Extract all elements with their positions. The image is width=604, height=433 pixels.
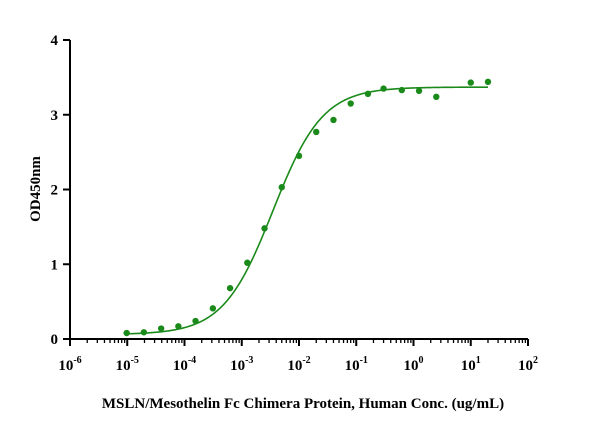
x-tick-label: 10-4 <box>173 355 196 374</box>
x-tick-label: 102 <box>518 355 538 374</box>
x-tick-label: 10-5 <box>116 355 139 374</box>
x-tick-label: 100 <box>404 355 424 374</box>
data-point <box>330 116 337 124</box>
data-point <box>467 79 474 86</box>
data-point <box>380 85 387 92</box>
x-axis: 10-6 10-5 10-4 10-3 10-2 10-1 100 101 102 <box>58 338 538 374</box>
y-axis-title: OD450nm <box>28 156 44 222</box>
data-point <box>484 78 492 86</box>
data-point <box>278 184 285 191</box>
data-point <box>226 284 234 292</box>
data-point <box>347 100 354 107</box>
y-tick-label: 3 <box>51 108 59 124</box>
data-point <box>209 305 217 312</box>
data-point <box>192 317 199 325</box>
data-point <box>364 90 372 98</box>
data-point <box>244 259 251 266</box>
x-tick-label: 10-1 <box>345 355 368 374</box>
data-points-layer <box>123 78 492 337</box>
data-point <box>175 323 182 330</box>
data-point <box>140 329 148 336</box>
fit-curve <box>126 86 488 335</box>
data-point <box>398 86 406 94</box>
y-tick-label: 4 <box>51 33 59 49</box>
fit-curve-layer <box>126 86 488 335</box>
data-point <box>433 93 440 101</box>
x-tick-label: 10-3 <box>230 355 253 374</box>
y-tick-label: 0 <box>51 332 59 348</box>
data-point <box>295 152 303 160</box>
x-tick-label: 10-2 <box>287 355 310 374</box>
y-axis: 0 1 2 3 4 <box>51 33 71 348</box>
x-tick-label: 10-6 <box>58 355 81 374</box>
data-point <box>313 128 320 136</box>
data-point <box>157 325 165 332</box>
data-point <box>261 225 268 232</box>
y-tick-label: 2 <box>51 183 59 199</box>
data-point <box>123 329 130 337</box>
x-axis-title: MSLN/Mesothelin Fc Chimera Protein, Huma… <box>102 396 504 412</box>
data-point <box>415 87 423 95</box>
y-tick-label: 1 <box>51 257 59 273</box>
x-tick-label: 101 <box>461 355 481 374</box>
